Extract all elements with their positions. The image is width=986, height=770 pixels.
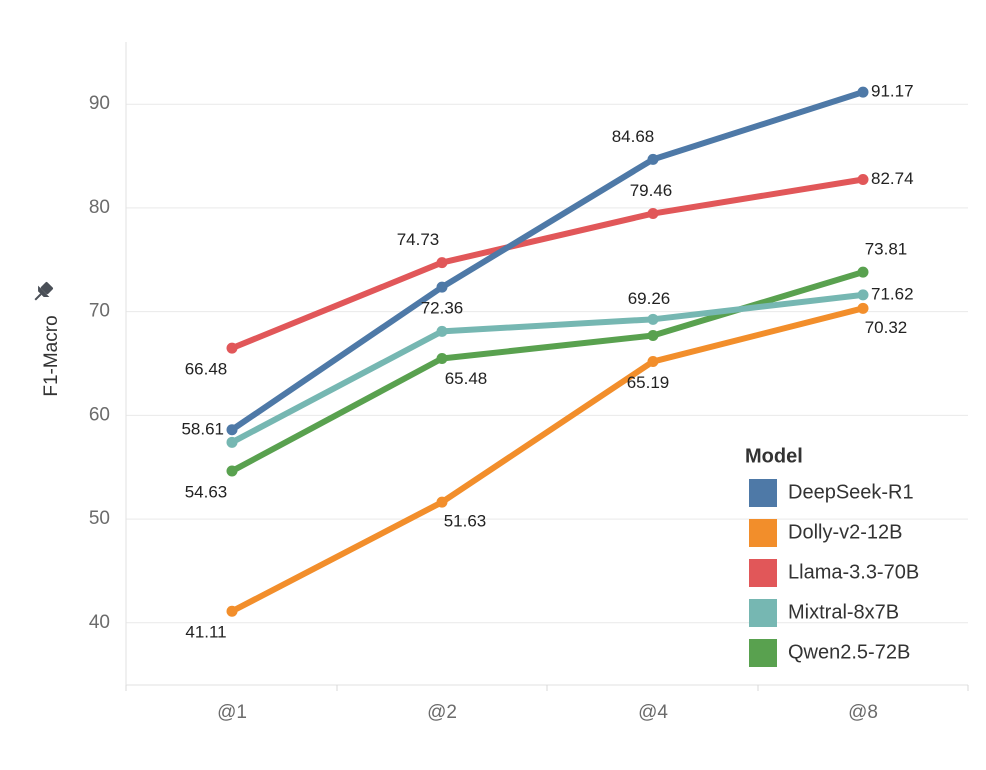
pin-icon[interactable] [30, 279, 56, 305]
data-point [226, 465, 238, 477]
series-line [229, 176, 866, 352]
legend: Model DeepSeek-R1 Dolly-v2-12B Llama-3.3-70… [745, 445, 919, 667]
data-point [436, 353, 448, 365]
legend-label: Llama-3.3-70B [788, 561, 919, 583]
data-point [857, 289, 869, 301]
data-point [226, 436, 238, 448]
data-label: 58.61 [181, 419, 224, 438]
legend-swatch [749, 519, 777, 547]
legend-title: Model [745, 445, 803, 467]
data-label: 41.11 [185, 623, 226, 642]
y-tick-label: 90 [89, 93, 110, 114]
data-point [647, 313, 659, 325]
data-point [226, 605, 238, 617]
data-point [647, 356, 659, 368]
data-label: 66.48 [185, 360, 228, 379]
data-label: 79.46 [630, 181, 673, 200]
data-point [647, 208, 659, 220]
data-point [647, 153, 659, 165]
data-point [436, 257, 448, 269]
data-label: 84.68 [612, 127, 655, 146]
legend-label: Mixtral-8x7B [788, 601, 899, 623]
series-line [229, 305, 866, 615]
y-axis-title-group: F1-Macro [41, 315, 62, 396]
data-label: 91.17 [871, 82, 914, 101]
data-point [226, 424, 238, 436]
data-label: 54.63 [185, 483, 228, 502]
data-label: 65.19 [627, 373, 670, 392]
legend-item[interactable]: Llama-3.3-70B [749, 559, 919, 587]
data-point [436, 496, 448, 508]
x-tick-label: @8 [848, 702, 878, 723]
axes: 40 50 60 70 80 90 @1 @2 @4 @8 [89, 42, 969, 723]
legend-item[interactable]: Dolly-v2-12B [749, 519, 902, 547]
legend-label: Dolly-v2-12B [788, 521, 902, 543]
y-tick-label: 70 [89, 301, 110, 322]
data-label: 65.48 [445, 369, 488, 388]
y-tick-label: 80 [89, 197, 110, 218]
legend-item[interactable]: DeepSeek-R1 [749, 479, 914, 507]
legend-item[interactable]: Qwen2.5-72B [749, 639, 910, 667]
data-point [857, 86, 869, 98]
series-line [229, 89, 866, 433]
x-tick-label: @2 [427, 702, 457, 723]
legend-swatch [749, 639, 777, 667]
data-point [226, 342, 238, 354]
legend-swatch [749, 559, 777, 587]
data-point [647, 329, 659, 341]
data-point [436, 281, 448, 293]
data-label: 71.62 [871, 284, 914, 303]
y-tick-label: 50 [89, 508, 110, 529]
data-label: 72.36 [421, 299, 464, 318]
legend-swatch [749, 479, 777, 507]
data-label: 73.81 [865, 240, 908, 259]
legend-item[interactable]: Mixtral-8x7B [749, 599, 899, 627]
series-lines [226, 86, 869, 617]
y-tick-label: 40 [89, 612, 110, 633]
data-point [857, 174, 869, 186]
x-tick-label: @1 [217, 702, 247, 723]
series-line [229, 291, 866, 446]
legend-label: DeepSeek-R1 [788, 481, 914, 503]
data-label: 82.74 [871, 169, 914, 188]
data-point [857, 266, 869, 278]
data-label: 51.63 [444, 512, 487, 531]
legend-swatch [749, 599, 777, 627]
data-labels: 58.61 72.36 84.68 91.17 41.11 51.63 65.19 70.32… [181, 82, 913, 642]
x-tick-label: @4 [638, 702, 668, 723]
gridlines [126, 103, 968, 624]
data-point [857, 302, 869, 314]
data-label: 74.73 [397, 230, 440, 249]
legend-label: Qwen2.5-72B [788, 641, 910, 663]
data-label: 70.32 [865, 318, 908, 337]
data-label: 69.26 [628, 289, 671, 308]
series-line [229, 269, 866, 475]
y-axis-title: F1-Macro [41, 315, 62, 396]
data-point [436, 325, 448, 337]
y-tick-label: 60 [89, 404, 110, 425]
